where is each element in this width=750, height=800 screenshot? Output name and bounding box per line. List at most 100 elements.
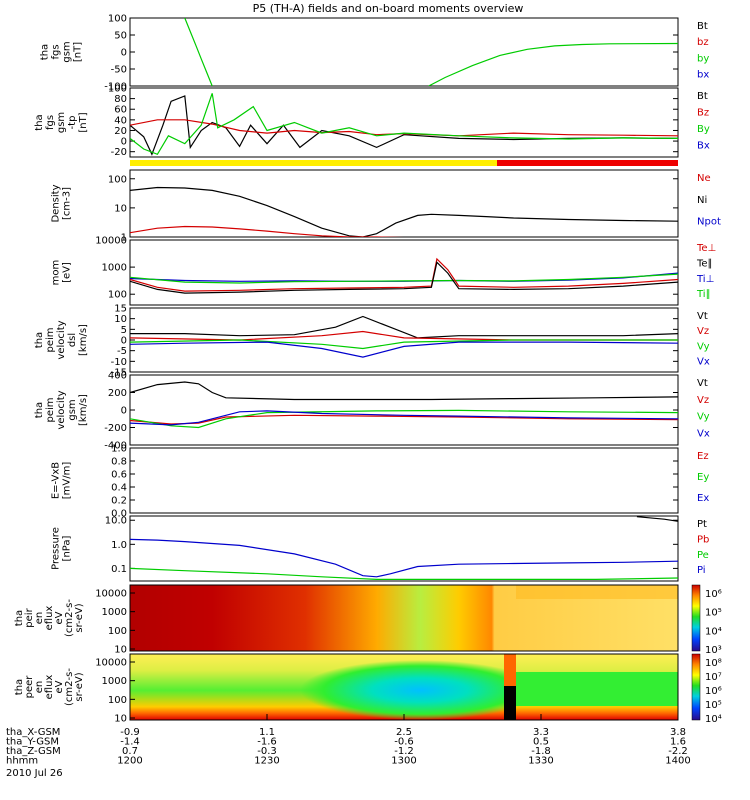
panel-3: 100 10 1 Density [cm-3] Ne Ni Npot	[51, 169, 721, 244]
ion-spectrogram	[129, 584, 701, 652]
spec-y-tick-label: 1000	[102, 676, 127, 687]
series-Pi	[130, 538, 678, 578]
y-tick-label: -400	[104, 441, 127, 452]
series-Vt	[130, 315, 678, 339]
y-axis-label: velocity	[56, 320, 67, 359]
y-axis-label: -tp	[67, 116, 78, 130]
y-axis-label: velocity	[56, 390, 67, 429]
spec-y-axis-label: sr-eV)	[74, 672, 85, 701]
panel-7: 1.0 0.8 0.6 0.4 0.2 0.0 E=-VxB [mV/m] Ez Ey Ex	[51, 444, 710, 520]
y-axis-label: peim	[45, 327, 56, 352]
legend-Ey: Ey	[697, 472, 709, 483]
y-tick-label: 1000	[102, 263, 127, 274]
ion-colorbar	[691, 584, 701, 652]
electron-spectrogram-gap	[504, 686, 516, 720]
panel-frame	[129, 447, 679, 514]
y-tick-label: 20	[114, 126, 127, 137]
panel-1: 100 50 0 -50 -100 tha fgs gsm [nT] Bt bz by bx	[40, 14, 710, 93]
spec-y-axis-label: tha	[14, 610, 25, 626]
series-Ti∥	[130, 273, 678, 284]
x-row-value: 1.6	[670, 737, 686, 748]
x-row-value: -1.2	[394, 746, 414, 757]
spec-y-axis-label: en	[34, 612, 45, 625]
electron-colorbar	[691, 653, 701, 721]
colorbar-tick-label: 10⁷	[705, 672, 722, 683]
y-tick-label: -15	[111, 368, 127, 379]
legend-Vt: Vt	[697, 311, 708, 322]
y-tick-label: 0.0	[111, 509, 127, 520]
y-tick-label: 60	[114, 105, 127, 116]
colorbar-tick-label: 10⁴	[705, 714, 722, 725]
y-tick-label: 0	[121, 406, 127, 417]
y-axis-label: tha	[34, 402, 45, 418]
series-by	[428, 42, 678, 86]
legend-Ez: Ez	[697, 451, 709, 462]
y-tick-label: -10	[111, 357, 127, 368]
legend-By: By	[697, 124, 710, 135]
panel-frame	[129, 17, 679, 87]
y-tick-label: 10.0	[105, 516, 127, 527]
y-tick-label: -50	[111, 65, 127, 76]
x-row-value: -2.2	[668, 746, 688, 757]
y-tick-label: 100	[108, 174, 127, 185]
colorbar-tick-label: 10⁵	[705, 700, 722, 711]
figure-title: P5 (TH-A) fields and on-board moments ov…	[253, 2, 524, 15]
x-row-value: 1330	[528, 756, 553, 767]
legend-Bt: Bt	[697, 91, 708, 102]
legend-Ni: Ni	[697, 195, 707, 206]
x-row-value: 1230	[254, 756, 279, 767]
y-axis-label: [mV/m]	[62, 462, 73, 500]
panel-8: 10.0 1.0 0.1 Pressure [nPa] Pt Pb Pe Pi	[51, 515, 709, 582]
y-axis-label: [nT]	[73, 42, 84, 62]
y-axis-label: tha	[34, 332, 45, 348]
y-axis-label: Pressure	[51, 527, 62, 570]
legend-Vt: Vt	[697, 378, 708, 389]
spec-y-axis-label: peir	[24, 607, 35, 627]
legend-Vz: Vz	[697, 395, 709, 406]
x-row-label: tha_X-GSM	[6, 727, 60, 738]
panel-6: 400 200 0 -200 -400 tha peim velocity gsm [km/s] V…	[34, 371, 710, 452]
colorbar-tick-label: 10⁶	[705, 686, 722, 697]
series-Te⊥	[130, 257, 678, 292]
y-tick-label: 80	[114, 94, 127, 105]
y-tick-label: 1	[121, 233, 127, 244]
panel-frame	[129, 515, 679, 582]
y-tick-label: 10000	[95, 236, 127, 247]
colorbar-tick-label: 10⁶	[705, 589, 722, 600]
y-tick-label: 10	[114, 203, 127, 214]
y-axis-label: dsl	[67, 333, 78, 347]
spec-y-tick-label: 100	[108, 626, 127, 637]
y-tick-label: 0.1	[111, 564, 127, 575]
y-axis-label: [cm-3]	[62, 187, 73, 220]
y-tick-label: 100	[108, 84, 127, 95]
y-tick-label: -20	[111, 147, 127, 158]
legend-Te∥: Te∥	[696, 258, 713, 269]
series-Te∥	[130, 261, 678, 294]
legend-Vx: Vx	[697, 356, 710, 367]
y-axis-label: fgs	[51, 44, 62, 59]
y-axis-label: fgs	[45, 115, 56, 130]
x-row-value: -0.9	[120, 727, 140, 738]
y-axis-label: tha	[34, 114, 45, 130]
y-tick-label: -5	[117, 346, 127, 357]
legend-Ne: Ne	[697, 173, 711, 184]
series-Vx	[130, 341, 678, 358]
x-row-value: -0.6	[394, 737, 414, 748]
spec-y-axis-label: tha	[14, 679, 25, 695]
colorbar-tick-label: 10⁴	[705, 626, 722, 637]
panel-frame	[129, 87, 679, 158]
panel-4: 10000 1000 100 mom [eV] Te⊥ Te∥ Ti⊥ Ti∥	[51, 236, 716, 306]
y-tick-label: 1.0	[111, 444, 127, 455]
colorbar-tick-label: 10⁵	[705, 608, 722, 619]
y-axis-label: gsm	[56, 112, 67, 133]
x-row-label: tha_Z-GSM	[6, 746, 61, 757]
spec-y-axis-label: eflux	[44, 606, 55, 631]
y-axis-label: peim	[45, 397, 56, 422]
series-by	[184, 18, 213, 86]
y-axis-label: [eV]	[62, 262, 73, 283]
y-tick-label: 50	[114, 31, 127, 42]
y-tick-label: 15	[114, 304, 127, 315]
